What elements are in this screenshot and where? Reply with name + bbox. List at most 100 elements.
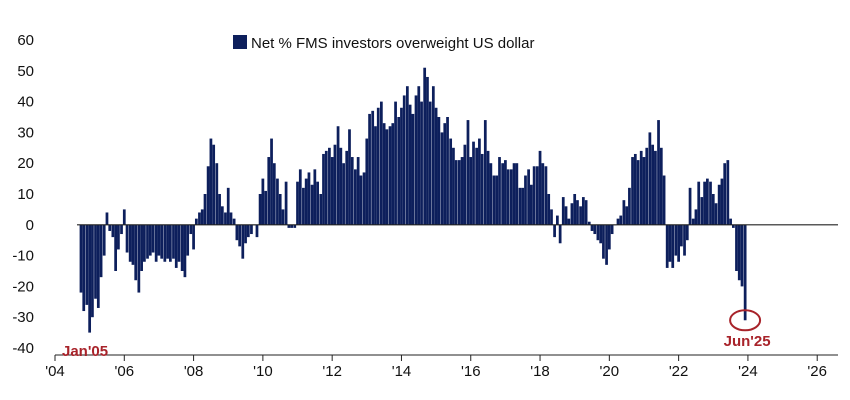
bar [411, 113, 415, 225]
bar [541, 163, 545, 225]
bar [394, 101, 397, 225]
bar [405, 86, 409, 225]
bar [154, 224, 158, 262]
bar [402, 95, 406, 225]
x-axis-ticks: '04 '06 '08 '10 '12 '14 '16 '18 '20 '22 '24 '26 [45, 355, 827, 380]
x-tick-label: '04 [45, 363, 65, 380]
bar [278, 194, 282, 225]
bar [194, 218, 198, 225]
bar [345, 150, 349, 225]
bar-series [79, 67, 747, 333]
bar [530, 184, 533, 225]
bar [376, 107, 380, 225]
bar [619, 215, 623, 225]
bar [674, 224, 678, 256]
bar [371, 110, 375, 225]
bar [209, 138, 213, 225]
bar [146, 224, 149, 259]
bar [151, 224, 155, 253]
bar [246, 224, 250, 238]
bar [356, 157, 360, 225]
bar [319, 194, 323, 225]
bar [322, 153, 325, 225]
bar [486, 150, 490, 225]
bar [616, 218, 620, 225]
y-tick-label: -10 [12, 248, 34, 265]
bar [651, 144, 655, 225]
bar [443, 123, 447, 225]
bar [166, 224, 169, 259]
y-tick-label: 40 [17, 94, 34, 111]
x-tick-label: '24 [738, 363, 758, 380]
bar [706, 178, 709, 225]
bar [365, 138, 369, 225]
bar [206, 166, 210, 225]
bar [671, 224, 675, 268]
bar [550, 209, 553, 225]
bar [203, 194, 207, 225]
bar [735, 224, 738, 271]
bar [553, 224, 556, 238]
annotations: Jan'05 Jun'25 [62, 309, 771, 360]
y-tick-label: 30 [17, 124, 34, 141]
bar [454, 160, 458, 225]
bar [610, 224, 614, 235]
bar [212, 144, 216, 225]
bar [281, 209, 285, 225]
bar [688, 187, 692, 225]
bar [576, 200, 579, 225]
bar [631, 157, 634, 225]
bar [504, 160, 507, 225]
bar [302, 187, 305, 225]
bar [518, 187, 522, 225]
bar [215, 163, 219, 225]
bar [304, 178, 308, 225]
bar [328, 147, 331, 225]
bar [296, 181, 299, 225]
bar [414, 95, 418, 225]
bar [267, 157, 271, 225]
y-tick-label: 0 [26, 217, 34, 234]
bar [622, 200, 626, 225]
bar [91, 224, 94, 318]
bar [599, 224, 603, 244]
bar [509, 169, 513, 225]
bar [628, 187, 631, 225]
bar [567, 218, 571, 225]
bar [469, 157, 473, 225]
bar [397, 117, 401, 225]
bar [498, 157, 501, 225]
bar [645, 147, 649, 225]
bar [431, 86, 435, 225]
bar [726, 160, 730, 225]
bar [558, 224, 562, 244]
bar [174, 224, 178, 268]
bar [244, 224, 247, 244]
bar [258, 194, 262, 225]
bar [573, 194, 577, 225]
bar [691, 218, 695, 225]
bar [272, 163, 276, 225]
bar [466, 120, 470, 225]
bar [134, 224, 138, 281]
bar [587, 221, 591, 225]
bar [131, 224, 135, 265]
bar [85, 224, 89, 305]
bar [350, 157, 354, 225]
bar [515, 163, 519, 225]
bar [79, 224, 83, 293]
bar [359, 175, 363, 225]
y-tick-label: 60 [17, 32, 34, 49]
annotation-circle [729, 309, 762, 332]
bar [293, 224, 297, 228]
bar [426, 76, 429, 225]
bar [677, 224, 680, 262]
bar [654, 150, 657, 225]
bar [88, 224, 92, 333]
bar [564, 206, 568, 225]
bar [189, 224, 193, 235]
bar [732, 224, 735, 228]
bar [440, 132, 444, 225]
bar [584, 200, 588, 225]
legend-label: Net % FMS investors overweight US dollar [251, 35, 534, 52]
